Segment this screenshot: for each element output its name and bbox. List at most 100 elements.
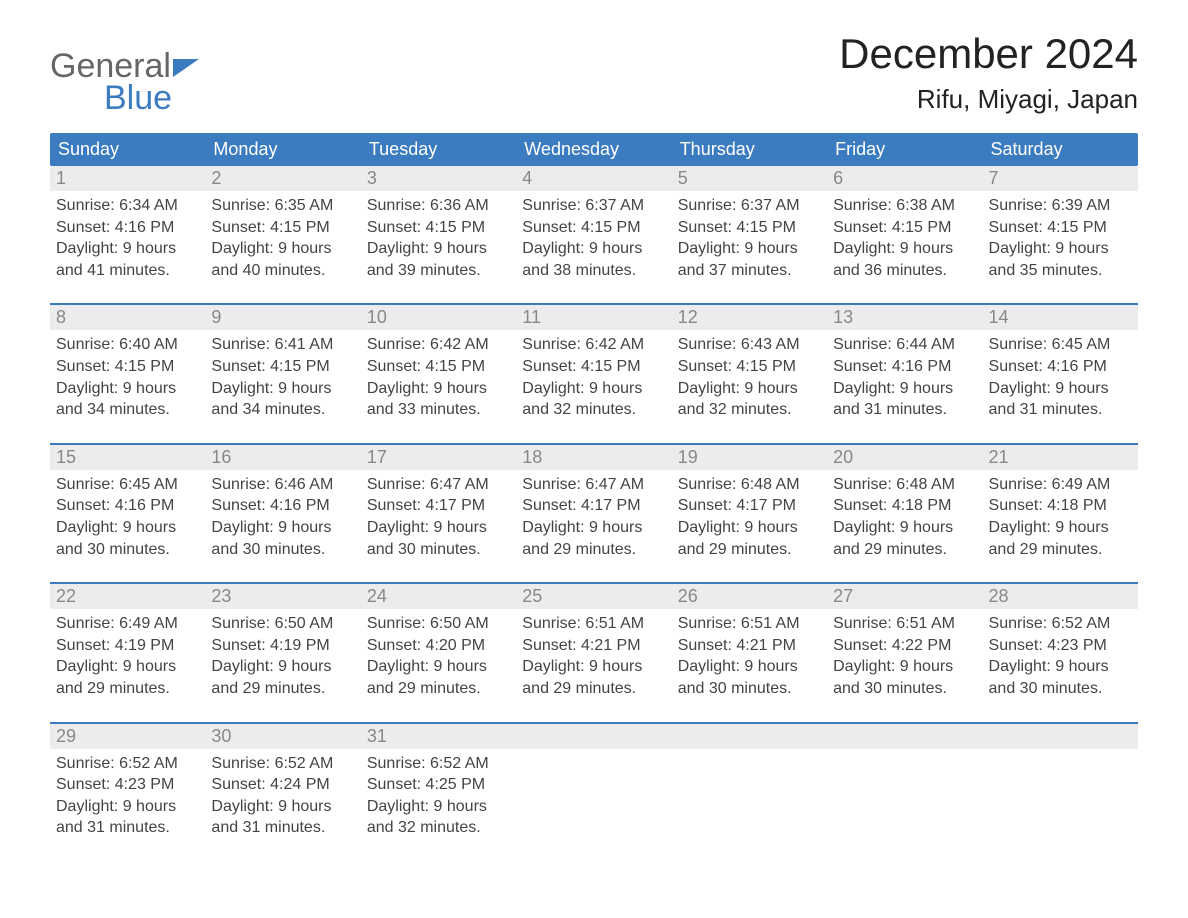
day-cell: 29Sunrise: 6:52 AMSunset: 4:23 PMDayligh…: [50, 724, 205, 849]
day-number: 26: [672, 584, 827, 609]
day-body: Sunrise: 6:50 AMSunset: 4:20 PMDaylight:…: [361, 609, 516, 709]
daylight-line2: and 34 minutes.: [211, 399, 354, 421]
sunrise-line: Sunrise: 6:52 AM: [989, 613, 1132, 635]
day-cell: 8Sunrise: 6:40 AMSunset: 4:15 PMDaylight…: [50, 305, 205, 430]
day-cell: [672, 724, 827, 849]
day-cell: 16Sunrise: 6:46 AMSunset: 4:16 PMDayligh…: [205, 445, 360, 570]
day-cell: 18Sunrise: 6:47 AMSunset: 4:17 PMDayligh…: [516, 445, 671, 570]
daylight-line2: and 41 minutes.: [56, 260, 199, 282]
day-body: Sunrise: 6:45 AMSunset: 4:16 PMDaylight:…: [50, 470, 205, 570]
day-number: 19: [672, 445, 827, 470]
day-cell: 21Sunrise: 6:49 AMSunset: 4:18 PMDayligh…: [983, 445, 1138, 570]
sunset-line: Sunset: 4:21 PM: [678, 635, 821, 657]
daylight-line2: and 33 minutes.: [367, 399, 510, 421]
day-cell: 15Sunrise: 6:45 AMSunset: 4:16 PMDayligh…: [50, 445, 205, 570]
dow-cell: Tuesday: [361, 133, 516, 166]
day-body: Sunrise: 6:52 AMSunset: 4:24 PMDaylight:…: [205, 749, 360, 849]
day-body: Sunrise: 6:39 AMSunset: 4:15 PMDaylight:…: [983, 191, 1138, 291]
daylight-line1: Daylight: 9 hours: [56, 517, 199, 539]
week-row: 15Sunrise: 6:45 AMSunset: 4:16 PMDayligh…: [50, 443, 1138, 570]
daylight-line2: and 34 minutes.: [56, 399, 199, 421]
week-row: 29Sunrise: 6:52 AMSunset: 4:23 PMDayligh…: [50, 722, 1138, 849]
day-body: Sunrise: 6:35 AMSunset: 4:15 PMDaylight:…: [205, 191, 360, 291]
day-cell: 17Sunrise: 6:47 AMSunset: 4:17 PMDayligh…: [361, 445, 516, 570]
sunset-line: Sunset: 4:15 PM: [211, 217, 354, 239]
day-number: 14: [983, 305, 1138, 330]
sunset-line: Sunset: 4:23 PM: [56, 774, 199, 796]
day-cell: 14Sunrise: 6:45 AMSunset: 4:16 PMDayligh…: [983, 305, 1138, 430]
day-body: Sunrise: 6:48 AMSunset: 4:17 PMDaylight:…: [672, 470, 827, 570]
daylight-line1: Daylight: 9 hours: [56, 796, 199, 818]
daylight-line2: and 31 minutes.: [211, 817, 354, 839]
day-body: Sunrise: 6:40 AMSunset: 4:15 PMDaylight:…: [50, 330, 205, 430]
daylight-line1: Daylight: 9 hours: [522, 238, 665, 260]
day-number: 12: [672, 305, 827, 330]
day-cell: 12Sunrise: 6:43 AMSunset: 4:15 PMDayligh…: [672, 305, 827, 430]
sunrise-line: Sunrise: 6:38 AM: [833, 195, 976, 217]
day-cell: 7Sunrise: 6:39 AMSunset: 4:15 PMDaylight…: [983, 166, 1138, 291]
day-number: 27: [827, 584, 982, 609]
day-body: Sunrise: 6:51 AMSunset: 4:21 PMDaylight:…: [516, 609, 671, 709]
sunset-line: Sunset: 4:24 PM: [211, 774, 354, 796]
sunrise-line: Sunrise: 6:43 AM: [678, 334, 821, 356]
daylight-line1: Daylight: 9 hours: [522, 517, 665, 539]
day-body: Sunrise: 6:47 AMSunset: 4:17 PMDaylight:…: [516, 470, 671, 570]
sunset-line: Sunset: 4:15 PM: [211, 356, 354, 378]
daylight-line1: Daylight: 9 hours: [833, 238, 976, 260]
sunrise-line: Sunrise: 6:36 AM: [367, 195, 510, 217]
daylight-line2: and 32 minutes.: [522, 399, 665, 421]
daylight-line2: and 30 minutes.: [833, 678, 976, 700]
sunrise-line: Sunrise: 6:48 AM: [833, 474, 976, 496]
brand-logo: General Blue: [50, 50, 199, 115]
day-cell: 1Sunrise: 6:34 AMSunset: 4:16 PMDaylight…: [50, 166, 205, 291]
daylight-line1: Daylight: 9 hours: [367, 238, 510, 260]
dow-header-row: Sunday Monday Tuesday Wednesday Thursday…: [50, 133, 1138, 166]
daylight-line1: Daylight: 9 hours: [56, 238, 199, 260]
sunrise-line: Sunrise: 6:37 AM: [678, 195, 821, 217]
daylight-line2: and 29 minutes.: [989, 539, 1132, 561]
day-number: 17: [361, 445, 516, 470]
day-cell: 30Sunrise: 6:52 AMSunset: 4:24 PMDayligh…: [205, 724, 360, 849]
sunrise-line: Sunrise: 6:46 AM: [211, 474, 354, 496]
sunset-line: Sunset: 4:15 PM: [678, 217, 821, 239]
daylight-line1: Daylight: 9 hours: [833, 378, 976, 400]
sunrise-line: Sunrise: 6:42 AM: [367, 334, 510, 356]
sunrise-line: Sunrise: 6:49 AM: [989, 474, 1132, 496]
day-number: [516, 724, 671, 749]
daylight-line2: and 29 minutes.: [522, 678, 665, 700]
day-number: 2: [205, 166, 360, 191]
sunrise-line: Sunrise: 6:34 AM: [56, 195, 199, 217]
daylight-line2: and 31 minutes.: [56, 817, 199, 839]
day-cell: 10Sunrise: 6:42 AMSunset: 4:15 PMDayligh…: [361, 305, 516, 430]
sunrise-line: Sunrise: 6:41 AM: [211, 334, 354, 356]
sunrise-line: Sunrise: 6:40 AM: [56, 334, 199, 356]
day-cell: 6Sunrise: 6:38 AMSunset: 4:15 PMDaylight…: [827, 166, 982, 291]
daylight-line1: Daylight: 9 hours: [678, 378, 821, 400]
day-cell: 19Sunrise: 6:48 AMSunset: 4:17 PMDayligh…: [672, 445, 827, 570]
sunrise-line: Sunrise: 6:52 AM: [211, 753, 354, 775]
daylight-line2: and 29 minutes.: [522, 539, 665, 561]
day-number: 23: [205, 584, 360, 609]
daylight-line2: and 29 minutes.: [56, 678, 199, 700]
day-cell: [983, 724, 1138, 849]
daylight-line1: Daylight: 9 hours: [367, 796, 510, 818]
day-cell: [827, 724, 982, 849]
daylight-line2: and 30 minutes.: [56, 539, 199, 561]
daylight-line1: Daylight: 9 hours: [989, 656, 1132, 678]
sunset-line: Sunset: 4:25 PM: [367, 774, 510, 796]
day-body: Sunrise: 6:49 AMSunset: 4:19 PMDaylight:…: [50, 609, 205, 709]
day-body: Sunrise: 6:44 AMSunset: 4:16 PMDaylight:…: [827, 330, 982, 430]
sunset-line: Sunset: 4:15 PM: [989, 217, 1132, 239]
day-cell: 22Sunrise: 6:49 AMSunset: 4:19 PMDayligh…: [50, 584, 205, 709]
day-cell: 25Sunrise: 6:51 AMSunset: 4:21 PMDayligh…: [516, 584, 671, 709]
day-cell: 2Sunrise: 6:35 AMSunset: 4:15 PMDaylight…: [205, 166, 360, 291]
daylight-line1: Daylight: 9 hours: [211, 517, 354, 539]
sunset-line: Sunset: 4:17 PM: [522, 495, 665, 517]
day-cell: 24Sunrise: 6:50 AMSunset: 4:20 PMDayligh…: [361, 584, 516, 709]
day-body: Sunrise: 6:36 AMSunset: 4:15 PMDaylight:…: [361, 191, 516, 291]
day-cell: 26Sunrise: 6:51 AMSunset: 4:21 PMDayligh…: [672, 584, 827, 709]
sunrise-line: Sunrise: 6:52 AM: [367, 753, 510, 775]
weeks-container: 1Sunrise: 6:34 AMSunset: 4:16 PMDaylight…: [50, 166, 1138, 849]
sunrise-line: Sunrise: 6:47 AM: [367, 474, 510, 496]
month-title: December 2024: [839, 30, 1138, 78]
